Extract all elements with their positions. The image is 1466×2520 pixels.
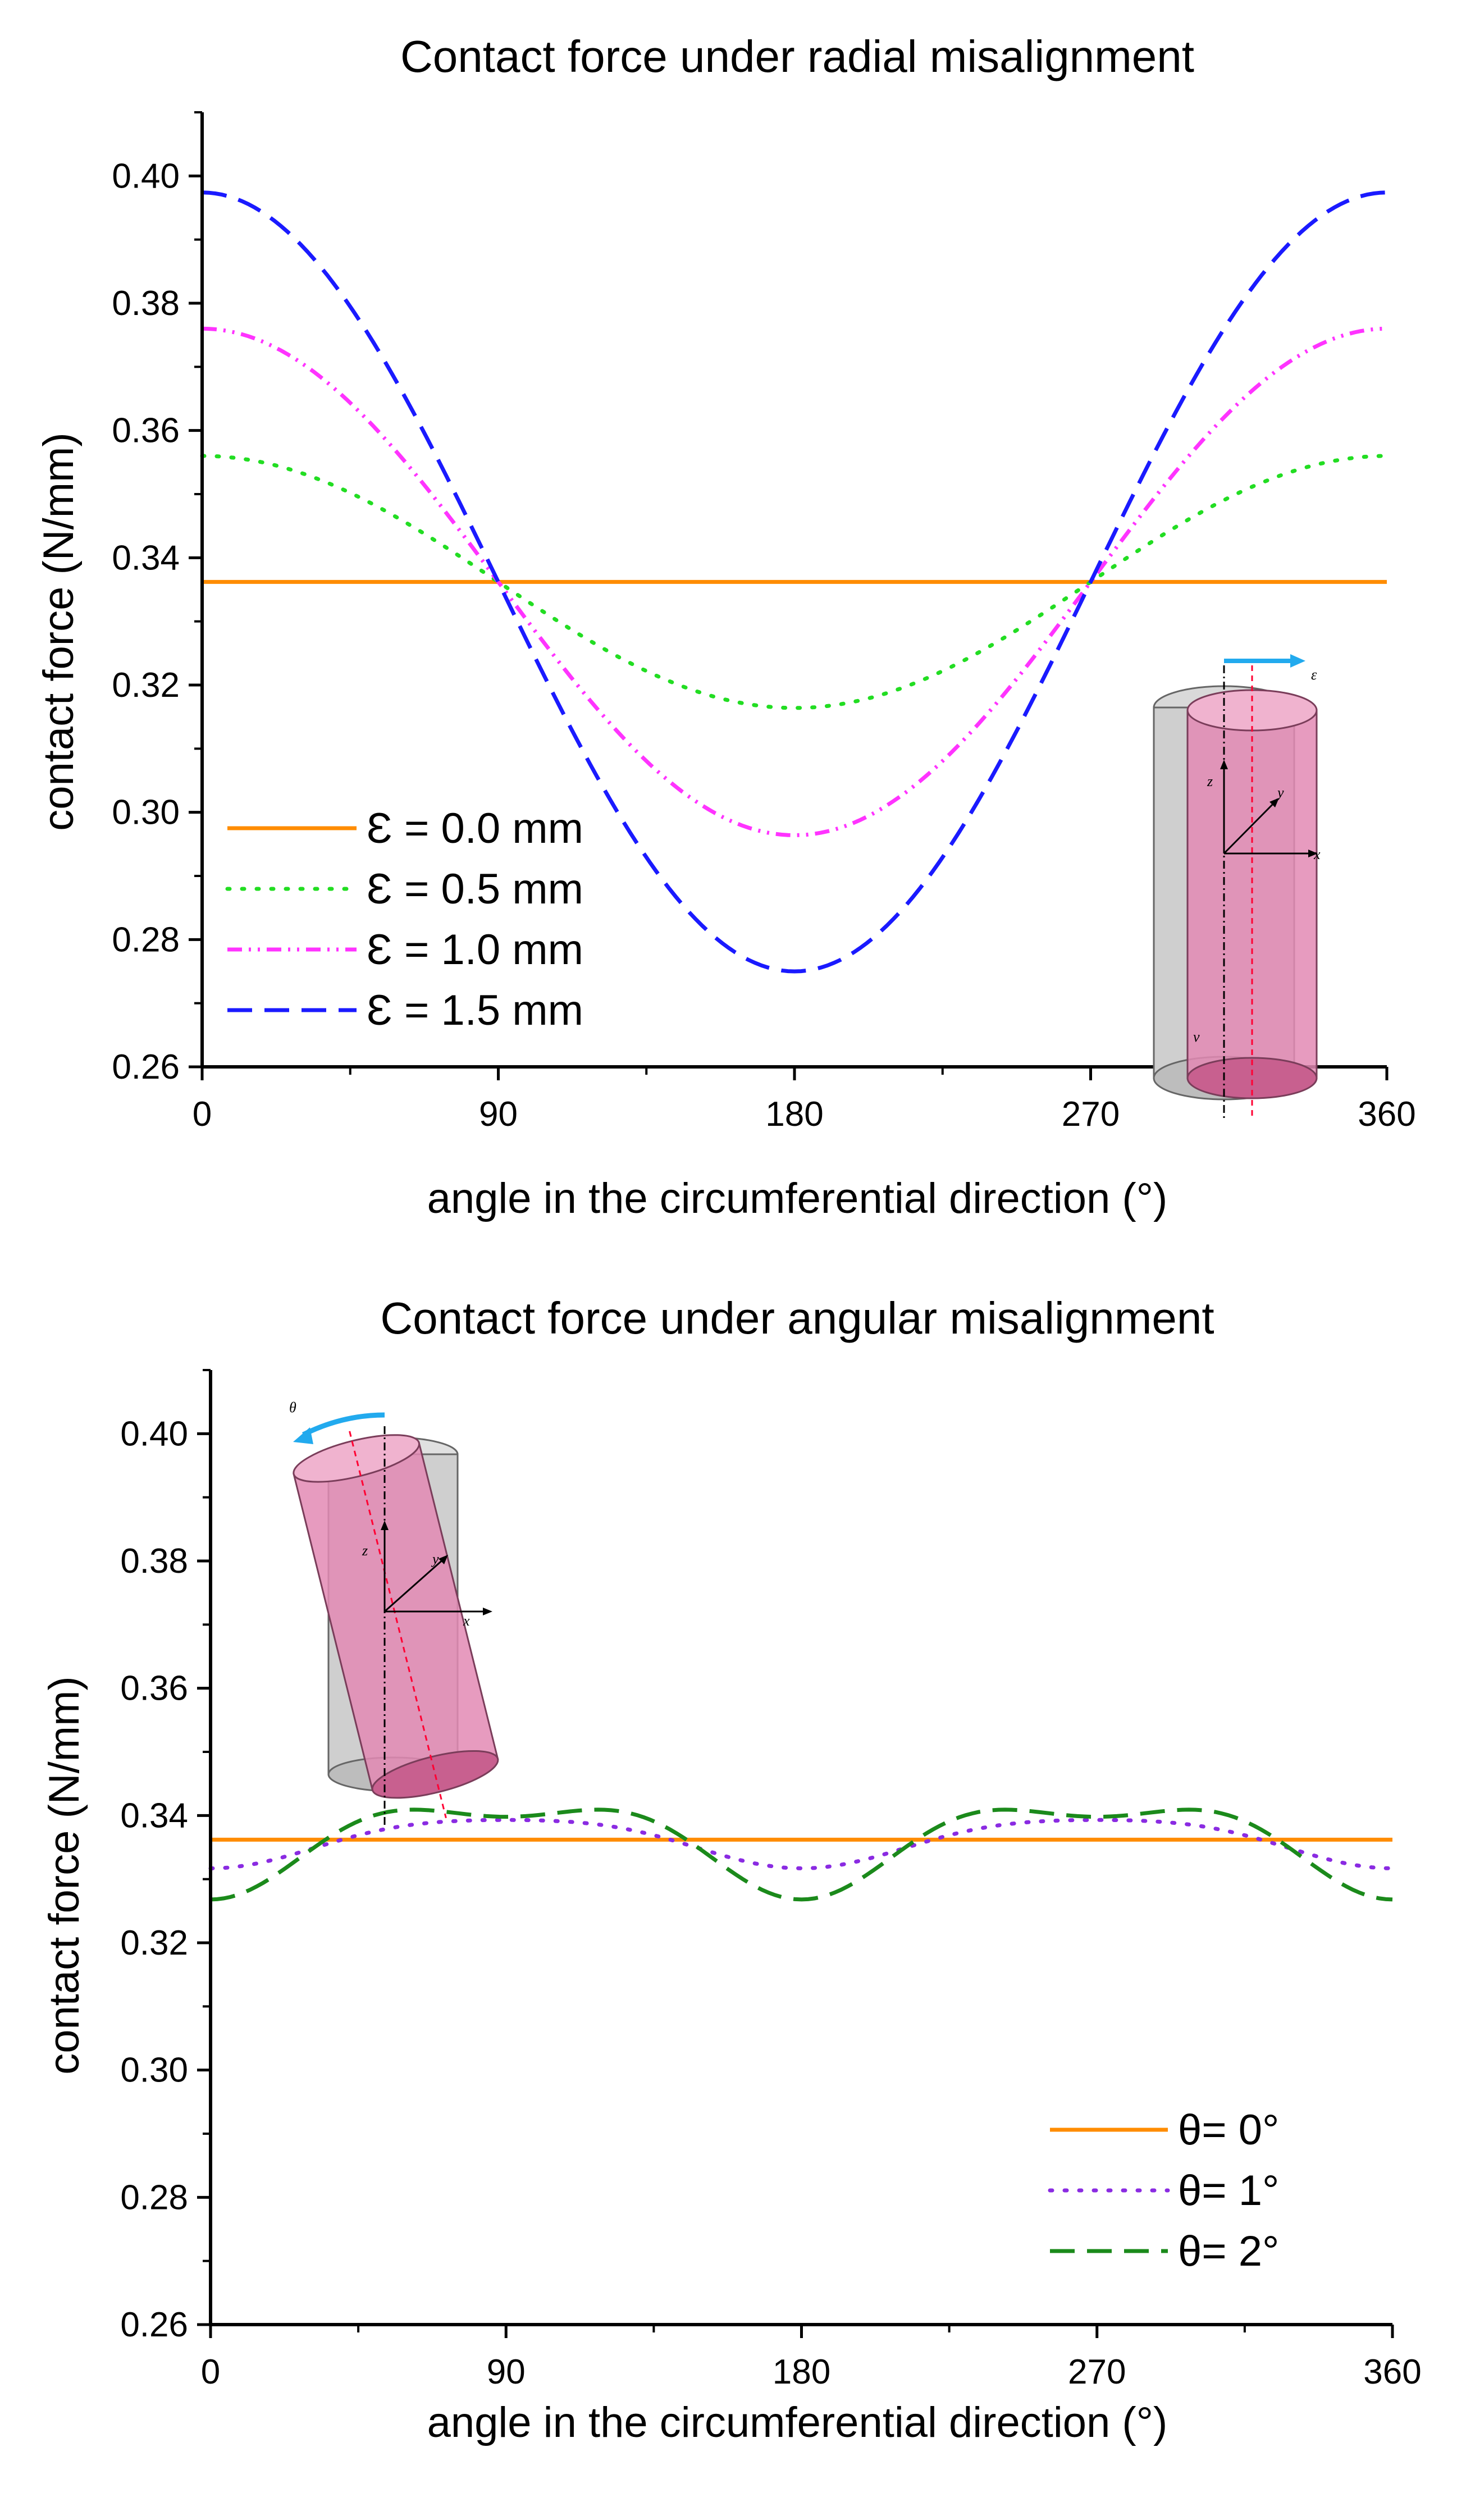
chart-title: Contact force under angular misalignment <box>380 1293 1214 1343</box>
v-inset-label: v <box>1193 1029 1200 1045</box>
series-layer: θ= 0° θ= 1° θ= 2° <box>208 1807 1395 2275</box>
eccentric-cylinder-diagram <box>1153 654 1318 1120</box>
legend-label: Ɛ = 0.0 mm <box>367 805 583 852</box>
y-axis-label: contact force (N/mm) <box>35 432 83 830</box>
chart-title: Contact force under radial misalignment <box>400 31 1194 81</box>
angular-misalignment-chart: Contact force under angular misalignment… <box>40 1293 1422 2446</box>
z-axis-inset-label: z <box>362 1542 368 1559</box>
legend-label: θ= 2° <box>1178 2227 1279 2275</box>
x-axis-label: angle in the circumferential direction (… <box>427 1175 1168 1222</box>
y-tick-label: 0.36 <box>120 1669 188 1708</box>
x-tick-label: 180 <box>765 1095 823 1134</box>
legend-label: Ɛ = 1.5 mm <box>367 987 583 1034</box>
x-tick-label: 90 <box>487 2353 526 2391</box>
series-line <box>210 1807 1393 1902</box>
x-axis-inset-label: x <box>1313 846 1321 862</box>
radial-misalignment-chart: Contact force under radial misalignment … <box>35 31 1416 1222</box>
x-axis-inset-label: x <box>463 1613 470 1629</box>
epsilon-label: ε <box>1311 666 1317 683</box>
y-axis-inset-label: y <box>1276 784 1284 801</box>
series-line <box>208 1818 1395 1870</box>
y-tick-label: 0.38 <box>120 1542 188 1581</box>
y-tick-label: 0.34 <box>120 1796 188 1835</box>
x-tick-label: 0 <box>193 1095 212 1134</box>
y-tick-label: 0.28 <box>120 2178 188 2217</box>
series-line <box>202 326 1387 838</box>
y-tick-label: 0.32 <box>112 666 180 705</box>
theta-label: θ <box>289 1399 296 1416</box>
y-axis-label: contact force (N/mm) <box>40 1676 88 2074</box>
tick-labels: 0 90 180 270 360 0.26 0.28 0.30 0.32 0.34 0.36 0.38… <box>112 157 1415 1134</box>
series-line <box>202 190 1387 974</box>
y-tick-label: 0.30 <box>120 2051 188 2090</box>
x-tick-label: 270 <box>1062 1095 1120 1134</box>
y-tick-label: 0.26 <box>120 2306 188 2344</box>
y-tick-label: 0.30 <box>112 793 180 832</box>
x-tick-label: 360 <box>1363 2353 1421 2391</box>
x-tick-label: 90 <box>479 1095 518 1134</box>
series-line <box>200 454 1389 710</box>
y-tick-label: 0.36 <box>112 412 180 450</box>
legend-label: Ɛ = 1.0 mm <box>367 926 583 974</box>
y-tick-label: 0.40 <box>120 1414 188 1453</box>
y-tick-label: 0.32 <box>120 1924 188 1962</box>
series-layer: Ɛ = 0.0 mm Ɛ = 0.5 mm Ɛ = 1.0 mm Ɛ = 1.5 mm <box>200 190 1389 1034</box>
x-tick-label: 360 <box>1358 1095 1415 1134</box>
x-tick-label: 270 <box>1068 2353 1126 2391</box>
y-tick-label: 0.26 <box>112 1048 180 1086</box>
y-tick-label: 0.40 <box>112 157 180 195</box>
y-tick-label: 0.28 <box>112 920 180 959</box>
x-axis-label: angle in the circumferential direction (… <box>427 2399 1168 2446</box>
legend-label: Ɛ = 0.5 mm <box>367 865 583 913</box>
tilted-cylinder-diagram <box>293 1412 499 1825</box>
y-tick-label: 0.34 <box>112 538 180 577</box>
x-tick-label: 0 <box>201 2353 220 2391</box>
y-axis-inset-label: y <box>431 1551 439 1567</box>
z-axis-inset-label: z <box>1207 773 1213 789</box>
legend-label: θ= 1° <box>1178 2167 1279 2215</box>
tick-labels: 0 90 180 270 360 0.26 0.28 0.30 0.32 0.34 0.36 0.38… <box>120 1414 1421 2391</box>
legend-label: θ= 0° <box>1178 2106 1279 2154</box>
y-tick-label: 0.38 <box>112 284 180 323</box>
x-tick-label: 180 <box>773 2353 830 2391</box>
